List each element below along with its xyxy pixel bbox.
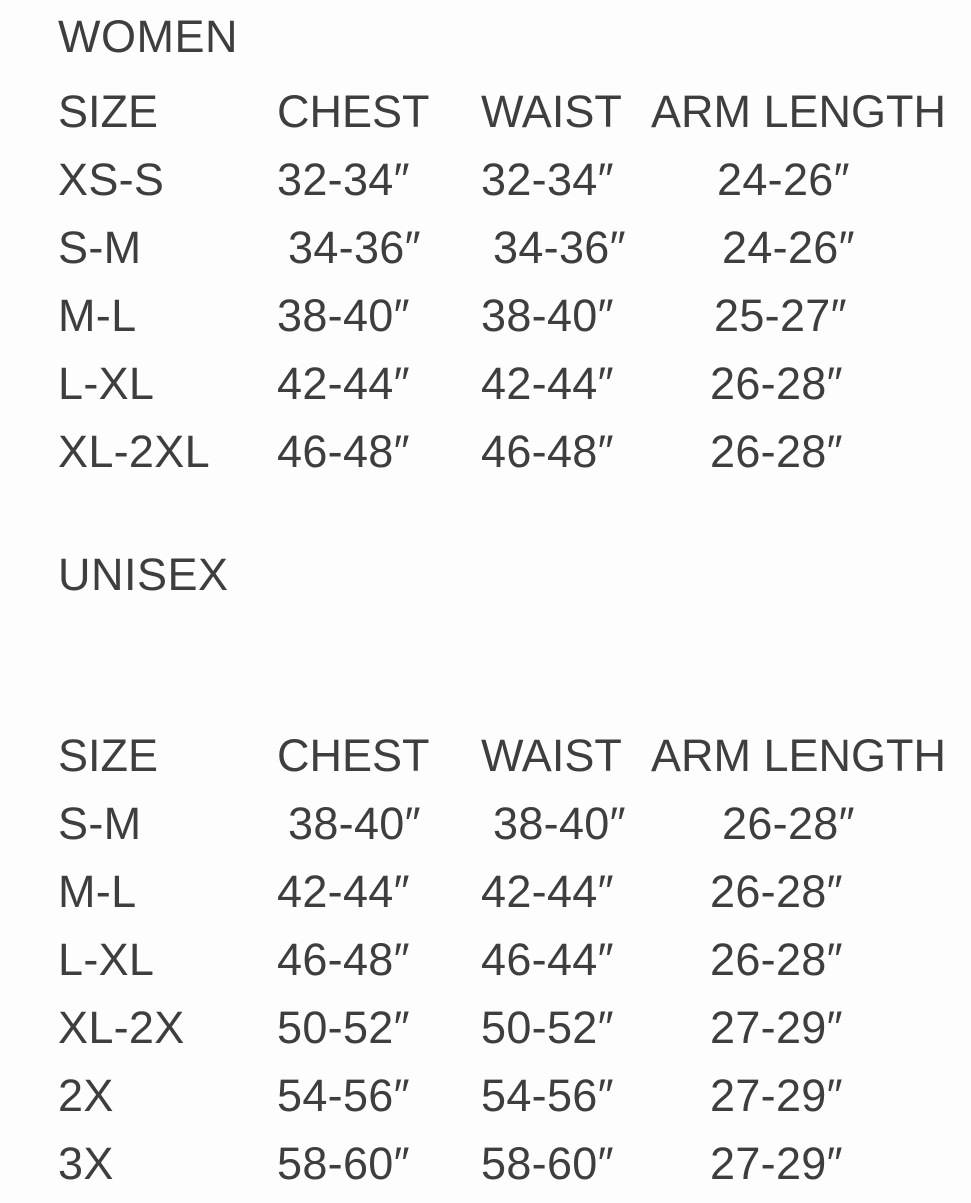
cell-chest: 50-52″: [277, 1002, 410, 1053]
cell-size: L-XL: [58, 934, 155, 985]
cell-size: 3X: [58, 1138, 114, 1189]
table-row: XL-2X 50-52″ 50-52″ 27-29″: [0, 999, 971, 1067]
unisex-size-table: SIZE CHEST WAIST ARM LENGTH S-M 38-40″ 3…: [0, 727, 971, 1203]
cell-size: 2X: [58, 1070, 114, 1121]
cell-size: M-L: [58, 866, 137, 917]
cell-chest: 42-44″: [277, 358, 410, 409]
cell-size: XL-2X: [58, 1002, 185, 1053]
cell-arm-length: 24-26″: [722, 222, 855, 273]
cell-arm-length: 26-28″: [710, 934, 843, 985]
cell-chest: 32-34″: [277, 154, 410, 205]
table-row: M-L 38-40″ 38-40″ 25-27″: [0, 287, 971, 355]
cell-arm-length: 27-29″: [710, 1070, 843, 1121]
cell-chest: 42-44″: [277, 866, 410, 917]
cell-waist: 54-56″: [481, 1070, 614, 1121]
cell-arm-length: 27-29″: [710, 1002, 843, 1053]
table-header-row: SIZE CHEST WAIST ARM LENGTH: [0, 83, 971, 151]
cell-waist: 46-44″: [481, 934, 614, 985]
cell-size: S-M: [58, 798, 142, 849]
table-row: XS-S 32-34″ 32-34″ 24-26″: [0, 151, 971, 219]
cell-waist: 58-60″: [481, 1138, 614, 1189]
table-row: S-M 38-40″ 38-40″ 26-28″: [0, 795, 971, 863]
column-header-arm-length: ARM LENGTH: [651, 730, 947, 781]
cell-arm-length: 25-27″: [714, 290, 847, 341]
cell-size: S-M: [58, 222, 142, 273]
column-header-arm-length: ARM LENGTH: [651, 86, 947, 137]
cell-chest: 34-36″: [288, 222, 421, 273]
cell-waist: 50-52″: [481, 1002, 614, 1053]
women-section: WOMEN SIZE CHEST WAIST ARM LENGTH XS-S 3…: [0, 14, 971, 491]
cell-arm-length: 26-28″: [710, 426, 843, 477]
unisex-section: UNISEX SIZE CHEST WAIST ARM LENGTH S-M 3…: [0, 552, 971, 1203]
cell-waist: 32-34″: [481, 154, 614, 205]
table-row: S-M 34-36″ 34-36″ 24-26″: [0, 219, 971, 287]
cell-size: L-XL: [58, 358, 155, 409]
column-header-chest: CHEST: [277, 730, 430, 781]
cell-chest: 38-40″: [277, 290, 410, 341]
cell-waist: 46-48″: [481, 426, 614, 477]
cell-waist: 38-40″: [493, 798, 626, 849]
table-row: XL-2XL 46-48″ 46-48″ 26-28″: [0, 423, 971, 491]
table-row: 3X 58-60″ 58-60″ 27-29″: [0, 1135, 971, 1203]
cell-size: M-L: [58, 290, 137, 341]
table-row: L-XL 42-44″ 42-44″ 26-28″: [0, 355, 971, 423]
column-header-waist: WAIST: [481, 86, 622, 137]
unisex-section-title: UNISEX: [58, 549, 229, 600]
table-row: 2X 54-56″ 54-56″ 27-29″: [0, 1067, 971, 1135]
cell-waist: 42-44″: [481, 358, 614, 409]
column-header-size: SIZE: [58, 86, 159, 137]
cell-chest: 38-40″: [288, 798, 421, 849]
cell-waist: 34-36″: [493, 222, 626, 273]
cell-arm-length: 27-29″: [710, 1138, 843, 1189]
cell-arm-length: 26-28″: [710, 358, 843, 409]
cell-chest: 46-48″: [277, 934, 410, 985]
cell-arm-length: 26-28″: [722, 798, 855, 849]
table-row: M-L 42-44″ 42-44″ 26-28″: [0, 863, 971, 931]
cell-arm-length: 24-26″: [717, 154, 850, 205]
cell-waist: 42-44″: [481, 866, 614, 917]
cell-size: XS-S: [58, 154, 165, 205]
cell-chest: 58-60″: [277, 1138, 410, 1189]
women-section-title: WOMEN: [58, 11, 238, 62]
column-header-size: SIZE: [58, 730, 159, 781]
women-size-table: SIZE CHEST WAIST ARM LENGTH XS-S 32-34″ …: [0, 83, 971, 491]
column-header-waist: WAIST: [481, 730, 622, 781]
table-header-row: SIZE CHEST WAIST ARM LENGTH: [0, 727, 971, 795]
cell-chest: 54-56″: [277, 1070, 410, 1121]
cell-waist: 38-40″: [481, 290, 614, 341]
table-row: L-XL 46-48″ 46-44″ 26-28″: [0, 931, 971, 999]
cell-arm-length: 26-28″: [710, 866, 843, 917]
column-header-chest: CHEST: [277, 86, 430, 137]
cell-chest: 46-48″: [277, 426, 410, 477]
cell-size: XL-2XL: [58, 426, 210, 477]
size-chart-document: WOMEN SIZE CHEST WAIST ARM LENGTH XS-S 3…: [0, 14, 971, 1189]
